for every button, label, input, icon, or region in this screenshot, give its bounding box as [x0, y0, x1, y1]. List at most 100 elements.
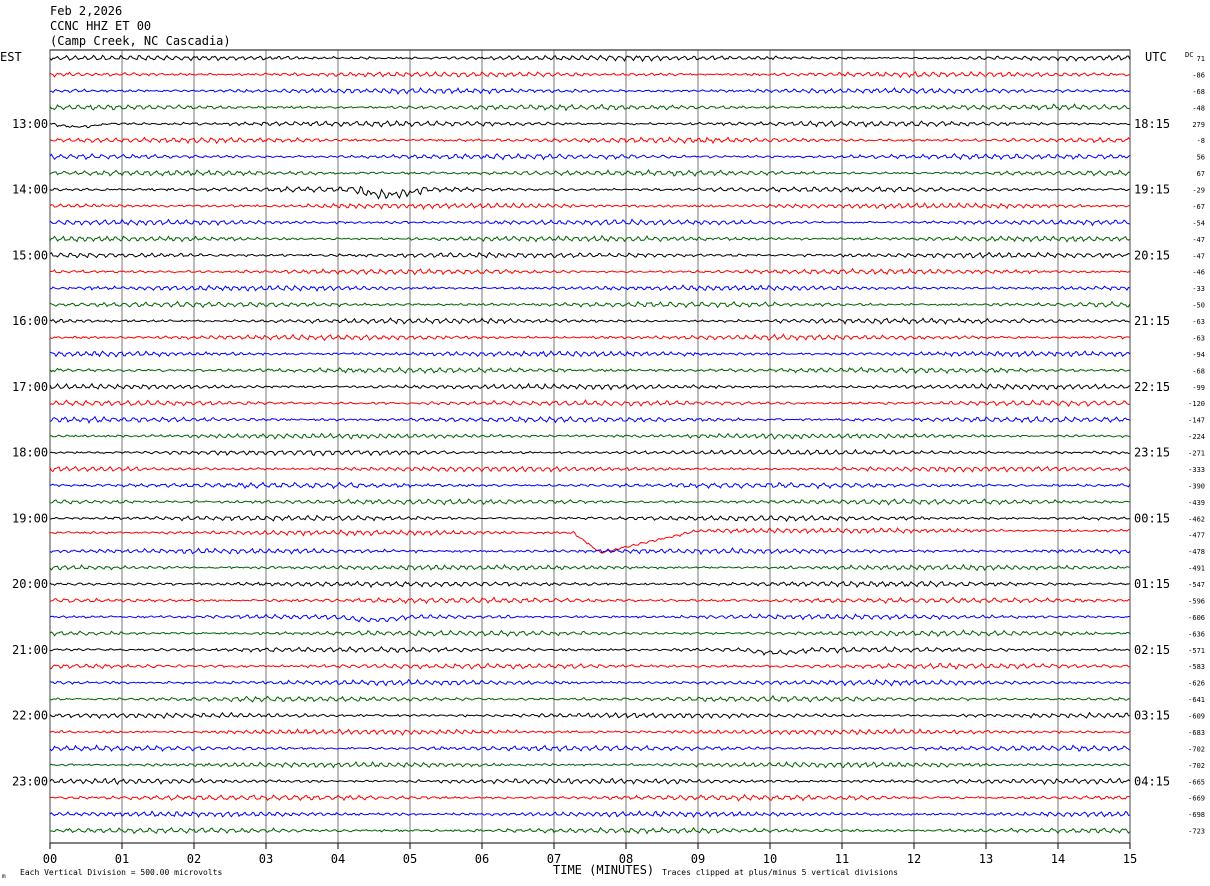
dc-offset-label: -390: [1188, 482, 1205, 490]
trace-row-18: [49, 350, 1131, 358]
trace-row-8: [49, 185, 1131, 200]
dc-offset-label: -702: [1188, 762, 1205, 770]
trace-row-19: [49, 366, 1131, 375]
trace-row-5: [49, 136, 1131, 145]
trace-row-10: [49, 218, 1131, 227]
dc-offset-label: -641: [1188, 696, 1205, 704]
est-hour-label: 14:00: [12, 183, 48, 197]
dc-offset-label: 279: [1192, 121, 1205, 129]
x-tick-label: 06: [475, 852, 489, 866]
dc-offset-label: -67: [1192, 203, 1205, 211]
dc-offset-label: -571: [1188, 647, 1205, 655]
trace-row-39: [49, 694, 1131, 703]
trace-row-12: [49, 251, 1131, 259]
dc-offset-label: -683: [1188, 729, 1205, 737]
est-axis-label: EST: [0, 50, 22, 64]
x-tick-label: 08: [619, 852, 633, 866]
trace-row-27: [49, 498, 1131, 506]
trace-row-31: [49, 563, 1131, 572]
trace-row-20: [49, 382, 1131, 391]
trace-row-21: [49, 399, 1131, 408]
trace-row-3: [49, 103, 1131, 112]
trace-row-9: [49, 202, 1131, 211]
trace-row-37: [49, 662, 1131, 671]
trace-row-22: [49, 415, 1131, 424]
trace-row-1: [49, 70, 1131, 79]
trace-row-11: [49, 234, 1131, 243]
dc-offset-label: -606: [1188, 614, 1205, 622]
utc-hour-label: 00:15: [1134, 511, 1170, 525]
dc-offset-label: -669: [1188, 795, 1205, 803]
trace-row-6: [49, 152, 1131, 161]
header-location: (Camp Creek, NC Cascadia): [50, 34, 231, 48]
utc-hour-label: 19:15: [1134, 183, 1170, 197]
dc-offset-label: -333: [1188, 466, 1205, 474]
trace-row-36: [49, 646, 1131, 656]
dc-offset-label: -636: [1188, 630, 1205, 638]
dc-offset-label: -462: [1188, 515, 1205, 523]
trace-row-33: [49, 596, 1131, 605]
trace-row-30: [49, 547, 1131, 555]
dc-offset-label: -8: [1197, 137, 1205, 145]
trace-row-15: [49, 300, 1131, 309]
dc-offset-label: -698: [1188, 811, 1205, 819]
dc-offset-label: -120: [1188, 400, 1205, 408]
trace-row-14: [49, 284, 1131, 293]
dc-offset-label: -86: [1192, 71, 1205, 79]
dc-offset-label: -547: [1188, 581, 1205, 589]
trace-row-32: [49, 580, 1131, 589]
x-tick-label: 09: [691, 852, 705, 866]
x-tick-label: 15: [1123, 852, 1137, 866]
dc-offset-label: -596: [1188, 597, 1205, 605]
dc-offset-label: 67: [1197, 170, 1205, 178]
utc-hour-label: 21:15: [1134, 314, 1170, 328]
x-tick-label: 14: [1051, 852, 1065, 866]
dc-offset-label: 56: [1197, 154, 1205, 162]
trace-row-42: [49, 744, 1131, 753]
utc-hour-label: 23:15: [1134, 446, 1170, 460]
utc-hour-label: 02:15: [1134, 643, 1170, 657]
header-station: CCNC HHZ ET 00: [50, 19, 152, 33]
dc-offset-label: -609: [1188, 713, 1205, 721]
trace-row-4: [49, 120, 1131, 129]
trace-row-44: [49, 777, 1131, 786]
trace-row-40: [49, 711, 1131, 720]
dc-offset-label: -33: [1192, 285, 1205, 293]
trace-row-7: [49, 168, 1131, 177]
est-hour-label: 22:00: [12, 709, 48, 723]
dc-offset-label: -271: [1188, 450, 1205, 458]
est-hour-label: 17:00: [12, 380, 48, 394]
trace-row-17: [49, 333, 1131, 342]
trace-row-23: [49, 432, 1131, 440]
dc-offset-label: -63: [1192, 318, 1205, 326]
trace-row-43: [49, 760, 1131, 769]
utc-hour-label: 22:15: [1134, 380, 1170, 394]
utc-hour-label: 01:15: [1134, 577, 1170, 591]
x-tick-label: 03: [259, 852, 273, 866]
dc-label: DC: [1185, 51, 1193, 59]
trace-row-38: [49, 678, 1131, 687]
trace-row-46: [49, 810, 1131, 818]
trace-row-41: [49, 728, 1131, 736]
trace-row-13: [49, 267, 1131, 276]
utc-hour-label: 18:15: [1134, 117, 1170, 131]
dc-offset-label: -54: [1192, 219, 1205, 227]
x-tick-label: 13: [979, 852, 993, 866]
plot-frame: [49, 49, 1131, 844]
est-hour-label: 21:00: [12, 643, 48, 657]
utc-hour-label: 20:15: [1134, 248, 1170, 262]
dc-offset-label: -68: [1192, 88, 1205, 96]
x-tick-label: 05: [403, 852, 417, 866]
x-tick-label: 12: [907, 852, 921, 866]
trace-row-34: [49, 613, 1131, 623]
dc-offset-label: -224: [1188, 433, 1205, 441]
dc-offset-label: -478: [1188, 548, 1205, 556]
x-tick-label: 11: [835, 852, 849, 866]
header-date: Feb 2,2026: [50, 4, 123, 18]
footer-clip-note: Traces clipped at plus/minus 5 vertical …: [662, 868, 898, 877]
dc-offset-label: -48: [1192, 104, 1205, 112]
x-tick-label: 04: [331, 852, 345, 866]
dc-offset-label: -702: [1188, 745, 1205, 753]
dc-offset-label: -68: [1192, 367, 1205, 375]
